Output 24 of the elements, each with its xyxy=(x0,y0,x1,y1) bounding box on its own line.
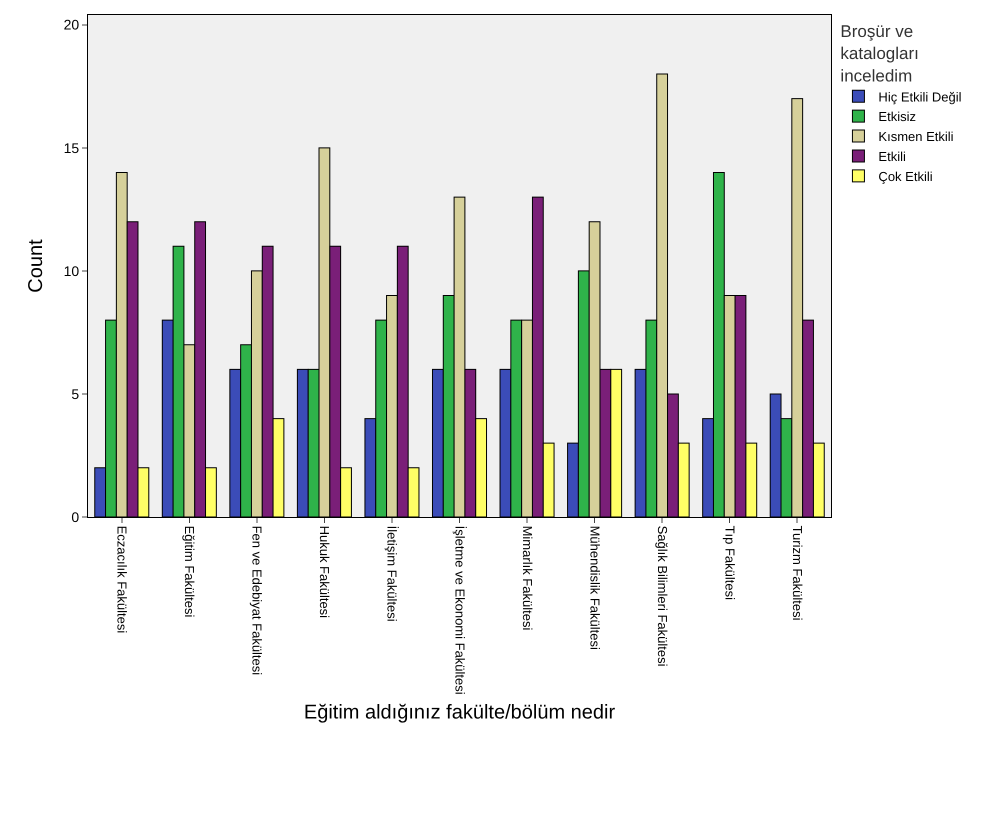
x-tick-label: İşletme ve Ekonomi Fakültesi xyxy=(452,526,468,695)
y-tick-label: 0 xyxy=(71,508,80,525)
x-tick-label: Hukuk Fakültesi xyxy=(317,526,332,618)
legend-label: Hiç Etkili Değil xyxy=(878,89,962,104)
x-tick-label: İletişim Fakültesi xyxy=(384,526,400,622)
x-tick-label: Mühendislik Fakültesi xyxy=(587,526,602,650)
x-axis-title: Eğitim aldığınız fakülte/bölüm nedir xyxy=(304,701,616,724)
legend-label: Etkili xyxy=(878,149,906,164)
y-tick-label: 10 xyxy=(64,262,80,279)
x-tick-label: Turizm Fakültesi xyxy=(790,526,806,621)
x-tick-label: Tıp Fakültesi xyxy=(722,526,738,600)
y-tick-label: 20 xyxy=(64,16,80,33)
x-tick-label: Fen ve Edebiyat Fakültesi xyxy=(250,526,265,676)
legend-label: Çok Etkili xyxy=(878,168,933,184)
legend-label: Etkisiz xyxy=(878,109,916,124)
x-tick-label: Mimarlık Fakültesi xyxy=(520,526,535,630)
x-tick-label: Eğitim Fakültesi xyxy=(182,526,198,618)
y-axis-title: Count xyxy=(25,238,48,293)
x-tick-label: Sağlık Bilimleri Fakültesi xyxy=(654,526,670,667)
y-tick-label: 5 xyxy=(71,386,80,402)
y-tick-label: 15 xyxy=(64,140,80,156)
legend-label: Kısmen Etkili xyxy=(878,129,954,144)
x-tick-label: Eczacılık Fakültesi xyxy=(114,526,130,634)
legend-title: Broşür ve katalogları inceledim xyxy=(840,22,919,86)
